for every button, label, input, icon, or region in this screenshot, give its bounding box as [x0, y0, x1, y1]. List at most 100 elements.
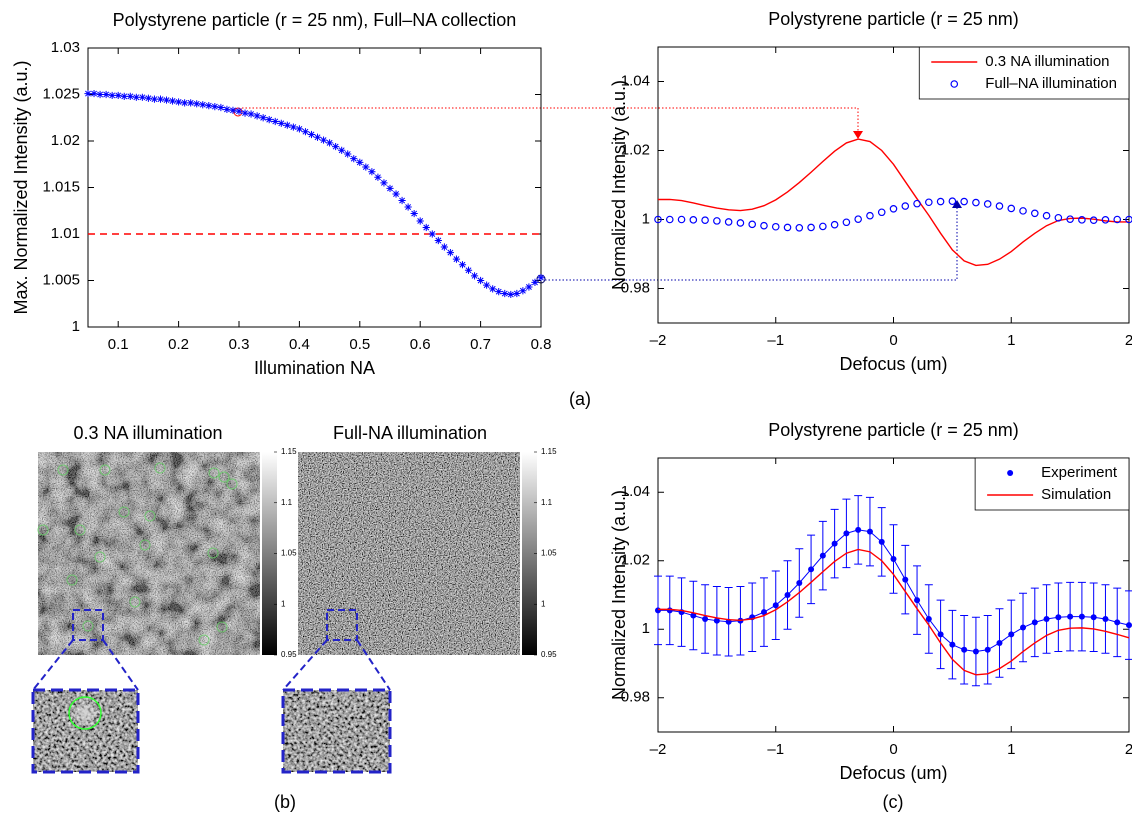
circle-marker: [1078, 216, 1086, 224]
dot-marker: [1055, 614, 1062, 621]
circle-marker: [654, 215, 662, 224]
x-axis-label: Defocus (um): [839, 763, 947, 783]
y-tick-label: 0.98: [621, 279, 650, 296]
circle-marker: [807, 223, 815, 232]
legend: Experiment Simulation: [974, 457, 1130, 511]
x-tick-label: –2: [650, 741, 667, 758]
panel-label: (b): [274, 792, 296, 812]
y-tick-label: 1.03: [51, 39, 80, 56]
asterisk-marker: [193, 100, 201, 108]
particle-marker: [68, 696, 102, 730]
asterisk-marker: [416, 217, 424, 225]
asterisk-marker: [458, 261, 467, 269]
chart-title: Polystyrene particle (r = 25 nm): [768, 420, 1019, 440]
image-title: Full-NA illumination: [333, 423, 487, 443]
asterisk-marker: [156, 95, 165, 103]
asterisk-marker: [205, 102, 213, 110]
asterisk-marker: [344, 150, 352, 158]
dot-marker: [890, 556, 897, 563]
y-tick-label: 1.02: [621, 141, 650, 158]
circle-marker: [960, 197, 968, 206]
y-tick-label: 1.04: [621, 72, 650, 89]
asterisk-marker: [265, 116, 273, 124]
legend-label: Experiment: [1041, 464, 1118, 481]
y-tick-label: 1.01: [51, 225, 80, 242]
dot-marker: [713, 617, 720, 624]
asterisk-marker: [307, 130, 316, 139]
colorbar-tick-label: 1: [281, 599, 286, 608]
circle-marker: [771, 222, 780, 231]
y-tick-label: 1: [642, 210, 650, 227]
circle-marker: [795, 223, 804, 232]
asterisk-marker: [380, 179, 388, 187]
y-tick-label: 1.005: [42, 271, 80, 288]
asterisk-marker: [513, 289, 521, 298]
asterisk-marker: [175, 98, 183, 106]
legend-box: [974, 457, 1130, 511]
asterisk-marker: [477, 276, 485, 285]
asterisk-marker: [374, 173, 382, 181]
dot-marker: [796, 580, 803, 587]
asterisk-marker: [392, 190, 400, 198]
zoom-guides: [32, 609, 391, 691]
circle-marker: [701, 216, 709, 224]
asterisk-marker: [501, 289, 509, 298]
y-tick-label: 1.04: [621, 483, 650, 500]
legend-label: 0.3 NA illumination: [985, 53, 1109, 70]
asterisk-marker: [168, 97, 177, 105]
dot-marker: [843, 530, 850, 537]
circle-marker: [1019, 207, 1027, 215]
asterisk-marker: [283, 121, 291, 129]
asterisk-marker: [277, 119, 285, 127]
asterisk-marker: [301, 128, 310, 136]
x-tick-label: 0.2: [168, 336, 189, 353]
dot-marker: [866, 528, 873, 535]
zoom-inset: [283, 690, 390, 772]
asterisk-marker: [96, 90, 104, 99]
x-tick-label: 0: [889, 332, 897, 349]
legend: 0.3 NA illumination Full–NA illumination: [918, 46, 1130, 100]
asterisk-marker: [108, 91, 116, 100]
dot-marker: [914, 597, 921, 604]
colorbar-tick-label: 1.05: [541, 549, 557, 558]
micrograph-texture: [38, 452, 260, 655]
asterisk-marker: [446, 249, 454, 257]
circle-marker: [1054, 213, 1063, 222]
connector-arrows: [242, 107, 958, 281]
circle-marker: [925, 198, 933, 207]
asterisk-marker: [84, 89, 92, 98]
x-tick-label: 0.3: [229, 336, 250, 353]
asterisk-marker: [217, 103, 225, 112]
circle-marker: [713, 217, 721, 225]
colorbar: [262, 452, 277, 655]
micrograph: [298, 452, 520, 655]
asterisk-marker: [470, 272, 479, 280]
x-tick-label: 0.5: [349, 336, 370, 353]
asterisk-marker: [259, 114, 267, 122]
asterisk-marker: [253, 112, 261, 120]
circle-marker: [724, 218, 733, 226]
dot-marker: [1126, 622, 1132, 629]
x-tick-label: –1: [767, 332, 784, 349]
dot-marker: [690, 612, 697, 619]
asterisk-marker: [434, 236, 442, 245]
y-tick-label: 1.015: [42, 178, 80, 195]
asterisk-marker: [440, 243, 448, 251]
colorbar: [522, 452, 537, 655]
particle-spot: [71, 699, 99, 727]
dot-marker: [855, 526, 862, 533]
x-tick-label: 0.8: [531, 336, 552, 353]
asterisk-marker: [144, 94, 152, 102]
asterisk-marker: [338, 146, 346, 154]
inset-frames: [31, 688, 392, 774]
asterisk-marker: [187, 99, 195, 107]
x-tick-label: 2: [1125, 332, 1132, 349]
asterisk-marker: [356, 158, 364, 166]
circle-marker: [913, 199, 921, 208]
asterisk-marker: [386, 184, 394, 193]
colorbar-tick-label: 1.15: [541, 447, 557, 456]
chart-title: Polystyrene particle (r = 25 nm): [768, 9, 1019, 29]
x-tick-label: 0.6: [410, 336, 431, 353]
x-tick-label: 1: [1007, 741, 1015, 758]
dot-marker: [1043, 615, 1050, 622]
